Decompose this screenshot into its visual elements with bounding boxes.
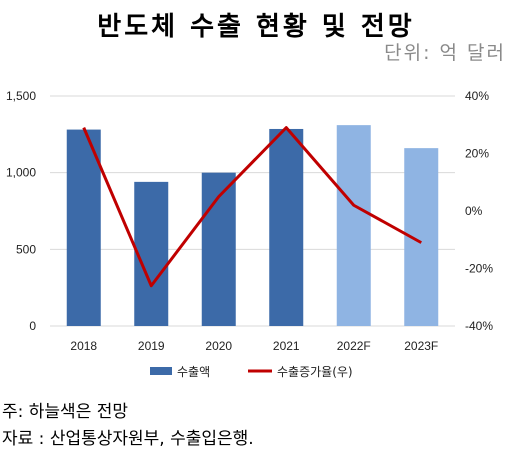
x-tick-label: 2023F [404, 339, 438, 353]
x-tick-label: 2018 [70, 339, 97, 353]
note-source: 자료 : 산업통상자원부, 수출입은행. [2, 429, 254, 449]
grid-lines [50, 95, 455, 327]
x-tick-label: 2022F [337, 339, 371, 353]
legend-swatch-bar [150, 367, 172, 375]
bar-2022F [336, 125, 371, 326]
y-left-tick-label: 500 [16, 242, 36, 256]
bar-2021 [269, 128, 304, 326]
y-right-tick-label: -20% [465, 262, 493, 276]
y-right-tick-label: 0% [465, 204, 483, 218]
x-tick-label: 2019 [138, 339, 165, 353]
combo-chart: 0 500 1,000 1,500 -40% -20% 0% 20% 40% 2018 2019… [6, 89, 493, 379]
y-left-tick-label: 1,500 [6, 89, 36, 103]
y-right-tick-label: 40% [465, 89, 489, 103]
y-axis-right: -40% -20% 0% 20% 40% [465, 89, 493, 333]
y-left-tick-label: 0 [29, 319, 36, 333]
unit-label: 단위: 억 달러 [384, 42, 506, 64]
legend-label-bar: 수출액 [177, 365, 210, 379]
bar-2019 [134, 181, 169, 326]
y-right-tick-label: -40% [465, 319, 493, 333]
y-left-tick-label: 1,000 [6, 166, 36, 180]
x-tick-label: 2020 [205, 339, 232, 353]
bars [66, 125, 439, 326]
note-forecast: 주: 하늘색은 전망 [2, 402, 129, 422]
x-tick-label: 2021 [273, 339, 300, 353]
legend-label-line: 수출증가율(우) [277, 365, 353, 379]
y-right-tick-label: 20% [465, 147, 489, 161]
chart-title: 반도체 수출 현황 및 전망 [97, 12, 415, 42]
legend: 수출액 수출증가율(우) [150, 365, 353, 379]
growth-line-path [82, 126, 422, 288]
x-axis: 2018 2019 2020 2021 2022F 2023F [70, 339, 438, 353]
growth-line [82, 126, 422, 288]
bar-2018 [66, 129, 101, 326]
y-axis-left: 0 500 1,000 1,500 [6, 89, 36, 333]
